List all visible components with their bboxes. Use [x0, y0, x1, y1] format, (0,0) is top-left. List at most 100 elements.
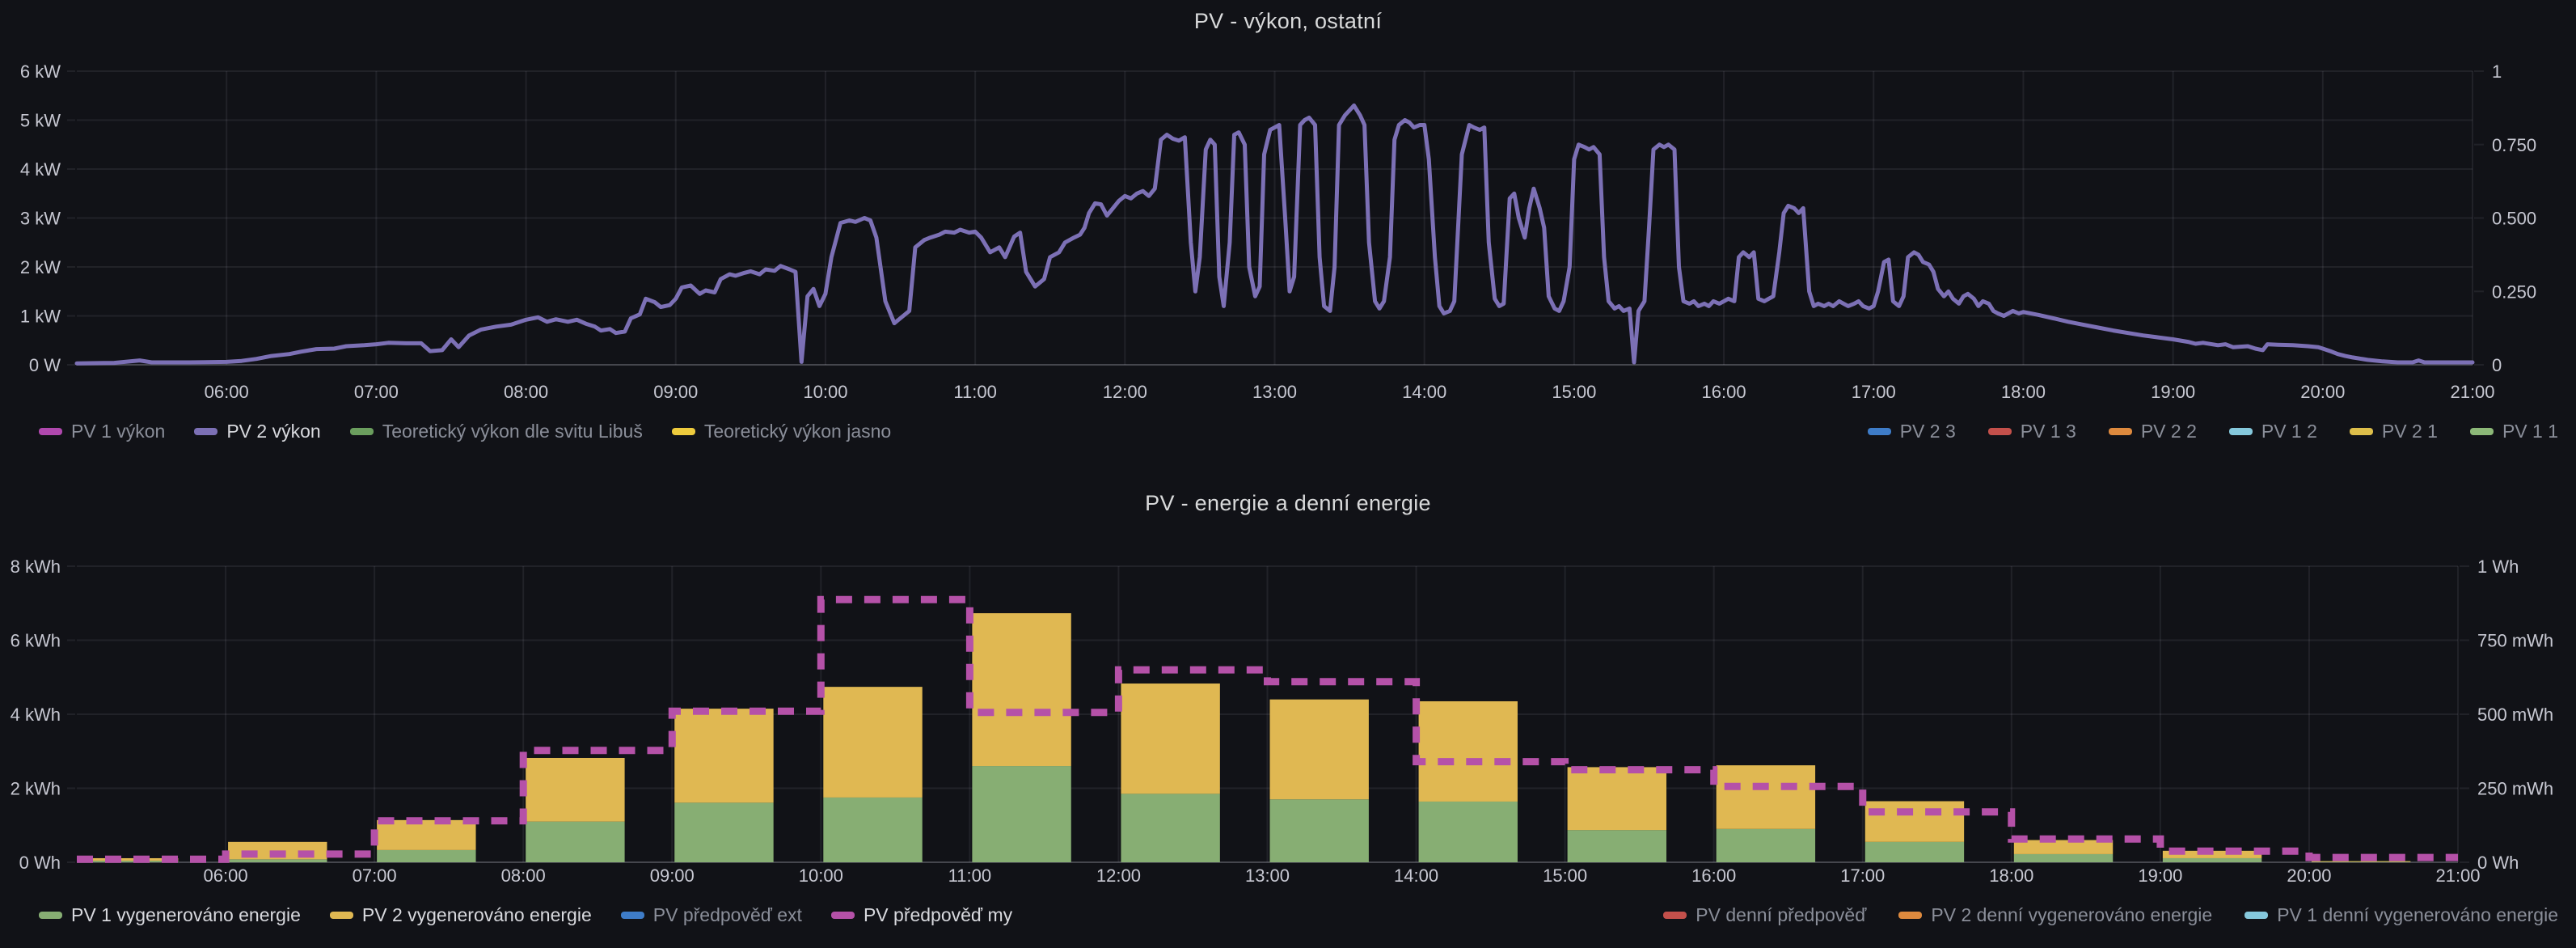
bar-pv2-energy[interactable]: [1418, 700, 1518, 802]
legend-item[interactable]: Teoretický výkon dle svitu Libuš: [349, 420, 643, 442]
series-color-swatch: [2228, 427, 2253, 435]
legend-item[interactable]: PV 1 3: [1987, 421, 2076, 442]
bar-pv1-energy[interactable]: [1418, 801, 1518, 862]
legend-item[interactable]: Teoretický výkon jasno: [671, 420, 892, 442]
y-axis-tick-label: 8 kWh: [11, 557, 61, 577]
bar-pv2-energy[interactable]: [526, 757, 625, 822]
bar-pv1-energy[interactable]: [972, 766, 1071, 862]
series-color-swatch: [2244, 911, 2269, 919]
bar-pv1-energy[interactable]: [1567, 830, 1667, 862]
x-axis-tick-label: 15:00: [1552, 382, 1596, 402]
x-axis-tick-label: 12:00: [1096, 865, 1141, 886]
bar-pv2-energy[interactable]: [1864, 801, 1965, 842]
bar-pv2-energy[interactable]: [1269, 699, 1369, 800]
x-axis-tick-label: 18:00: [1989, 865, 2033, 886]
bar-pv1-energy[interactable]: [1269, 799, 1369, 862]
bar-pv1-energy[interactable]: [377, 849, 476, 862]
legend-item[interactable]: PV 2 vygenerováno energie: [329, 904, 592, 926]
pv-energy-plot[interactable]: [77, 566, 2458, 863]
bar-pv2-energy[interactable]: [823, 687, 923, 798]
series-label: Teoretický výkon jasno: [703, 420, 892, 442]
bar-pv1-energy[interactable]: [526, 821, 625, 862]
bar-pv1-energy[interactable]: [674, 802, 774, 862]
bar-pv2-energy[interactable]: [1567, 767, 1667, 831]
series-color-swatch: [39, 911, 62, 919]
panel2-legend-left: PV 1 vygenerováno energie PV 2 vygenerová…: [39, 904, 1012, 926]
x-axis-tick-label: 13:00: [1252, 382, 1297, 402]
legend-item[interactable]: PV předpověď my: [830, 904, 1012, 926]
y-axis-tick-label: 0 Wh: [19, 853, 61, 873]
x-axis-tick-label: 19:00: [2151, 382, 2195, 402]
bar-pv2-energy[interactable]: [674, 709, 774, 803]
series-label: PV denní předpověď: [1696, 904, 1867, 925]
x-axis-tick-label: 06:00: [205, 382, 249, 402]
legend-item[interactable]: PV 1 denní vygenerováno energie: [2244, 904, 2558, 926]
x-axis-tick-label: 14:00: [1394, 865, 1438, 886]
bar-pv2-energy[interactable]: [1121, 683, 1220, 794]
legend-item[interactable]: PV 1 výkon: [39, 421, 165, 442]
bar-pv1-energy[interactable]: [1864, 841, 1965, 862]
y-axis-tick-label: 4 kW: [20, 159, 61, 180]
y-axis-tick-label: 1 kW: [20, 307, 61, 327]
legend-item[interactable]: PV 1 1: [2469, 420, 2558, 442]
panel1-title[interactable]: PV - výkon, ostatní: [1193, 9, 1383, 33]
x-axis-tick-label: 08:00: [504, 382, 548, 402]
legend-item[interactable]: PV 2 výkon: [194, 420, 321, 442]
x-axis-tick-label: 13:00: [1245, 865, 1290, 886]
x-axis-tick-label: 09:00: [653, 382, 698, 402]
legend-item[interactable]: PV 1 2: [2228, 420, 2317, 442]
x-axis-tick-label: 10:00: [803, 382, 847, 402]
y-axis-right-tick-label: 1 Wh: [2477, 557, 2519, 577]
pv-power-plot[interactable]: [74, 71, 2475, 366]
series-color-swatch: [329, 911, 353, 919]
bar-pv1-energy[interactable]: [2162, 857, 2262, 862]
bar-pv2-energy[interactable]: [79, 857, 179, 861]
legend-item[interactable]: PV denní předpověď: [1663, 904, 1866, 926]
bar-pv2-energy[interactable]: [2013, 840, 2114, 854]
bar-pv2-energy[interactable]: [2311, 861, 2411, 862]
x-axis-tick-label: 19:00: [2138, 865, 2182, 886]
legend-item[interactable]: PV předpověď ext: [620, 904, 802, 926]
series-label: PV 2 2: [2140, 420, 2197, 442]
bar-pv2-energy[interactable]: [1716, 765, 1816, 829]
bar-pv2-energy[interactable]: [377, 819, 476, 850]
legend-item[interactable]: PV 2 2: [2108, 420, 2197, 442]
bar-pv1-energy[interactable]: [79, 861, 179, 862]
series-color-swatch: [349, 427, 374, 435]
x-axis-tick-label: 07:00: [353, 865, 397, 886]
series-line-pv2-vykon: [74, 103, 2475, 366]
plot-area[interactable]: [77, 566, 2458, 862]
panel2-legend-right: PV denní předpověď PV 2 denní vygenerován…: [1663, 904, 2558, 926]
series-label: PV 2 denní vygenerováno energie: [1931, 904, 2213, 925]
series-label: Teoretický výkon dle svitu Libuš: [382, 420, 643, 442]
series-color-swatch: [2108, 427, 2132, 435]
series-color-swatch: [39, 427, 62, 435]
x-axis-tick-label: 17:00: [1852, 382, 1896, 402]
y-axis-right-tick-label: 0 Wh: [2477, 853, 2519, 873]
panel2-title[interactable]: PV - energie a denní energie: [1145, 491, 1431, 515]
legend-item[interactable]: PV 2 1: [2349, 420, 2438, 442]
series-label: PV 1 2: [2261, 420, 2317, 442]
y-axis-right-tick-label: 0.500: [2492, 209, 2536, 229]
legend-item[interactable]: PV 1 vygenerováno energie: [39, 904, 301, 926]
bar-pv2-energy[interactable]: [972, 613, 1071, 767]
series-label: PV 1 1: [2502, 420, 2558, 442]
series-color-swatch: [620, 911, 644, 919]
x-axis-tick-label: 06:00: [204, 865, 248, 886]
bar-pv1-energy[interactable]: [1716, 828, 1816, 862]
bar-pv1-energy[interactable]: [228, 859, 327, 862]
series-label: PV 2 vygenerováno energie: [361, 904, 592, 925]
y-axis-tick-label: 6 kW: [20, 61, 61, 82]
bar-pv1-energy[interactable]: [1121, 794, 1220, 862]
plot-area[interactable]: [77, 71, 2473, 365]
bar-pv1-energy[interactable]: [2013, 853, 2114, 862]
x-axis-tick-label: 17:00: [1840, 865, 1885, 886]
y-axis-right-tick-label: 0.250: [2492, 281, 2536, 302]
legend-item[interactable]: PV 2 denní vygenerováno energie: [1898, 904, 2212, 926]
series-label: PV 2 1: [2381, 420, 2438, 442]
x-axis-tick-label: 16:00: [1691, 865, 1736, 886]
legend-item[interactable]: PV 2 3: [1867, 421, 1956, 442]
bar-pv1-energy[interactable]: [823, 797, 923, 862]
series-label: PV 2 výkon: [226, 420, 321, 442]
panel1-legend: PV 1 výkon PV 2 výkon Teoretický výkon dle…: [39, 416, 2558, 446]
